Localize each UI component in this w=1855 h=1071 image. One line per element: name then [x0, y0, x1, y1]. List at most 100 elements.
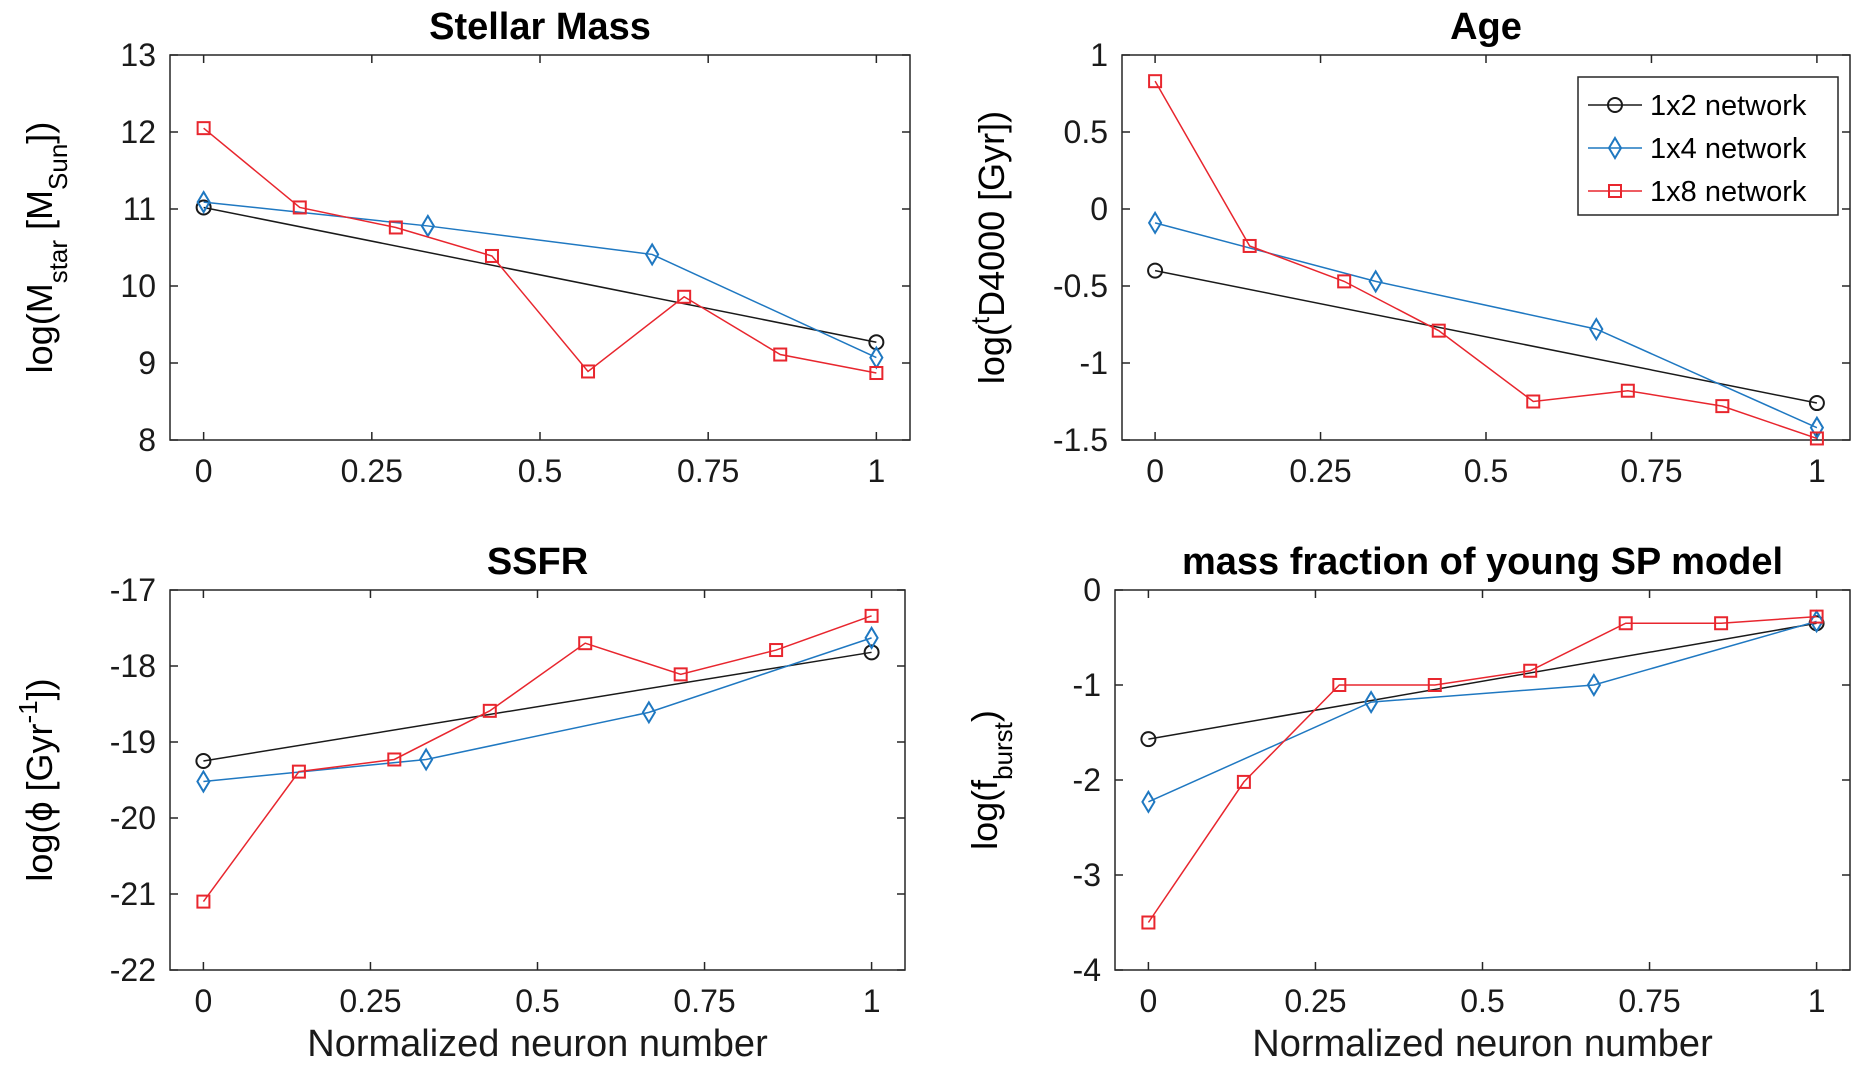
- x-tick-label: 0: [1140, 983, 1158, 1019]
- data-point: [196, 190, 211, 215]
- x-tick-label: 0.75: [673, 983, 735, 1019]
- x-tick-label: 0: [195, 453, 213, 489]
- data-point: [581, 364, 596, 379]
- series-line: [203, 206, 877, 343]
- data-point: [1141, 789, 1156, 814]
- data-point: [291, 764, 306, 779]
- y-tick-label: 10: [120, 268, 156, 304]
- data-point: [644, 242, 660, 267]
- y-tick-label: -22: [110, 952, 156, 988]
- y-tick-label: -0.5: [1053, 268, 1108, 304]
- data-point: [677, 289, 692, 304]
- x-axis-label: Normalized neuron number: [307, 1023, 768, 1065]
- series-1x8-network: [196, 608, 879, 909]
- x-tick-label: 0.75: [1618, 983, 1680, 1019]
- data-point: [1363, 690, 1379, 715]
- x-axis-label: Normalized neuron number: [1252, 1023, 1713, 1065]
- y-tick-label: -19: [110, 724, 156, 760]
- data-point: [1809, 609, 1824, 634]
- x-tick-label: 0.25: [339, 983, 401, 1019]
- legend-marker: [1608, 184, 1622, 198]
- legend: 1x2 network 1x4 network 1x8 network: [1577, 76, 1839, 216]
- data-point: [196, 894, 211, 909]
- data-point: [1236, 774, 1251, 789]
- data-point: [484, 248, 499, 263]
- chart-title: mass fraction of young SP model: [1182, 541, 1783, 583]
- series-line: [1148, 622, 1817, 740]
- x-tick-label: 0.5: [515, 983, 559, 1019]
- data-point: [1809, 431, 1824, 446]
- series-line: [1147, 615, 1817, 923]
- data-point: [863, 644, 880, 661]
- x-tick-label: 0.5: [1464, 453, 1508, 489]
- y-tick-label: 0: [1083, 572, 1101, 608]
- y-tick-label: -20: [110, 800, 156, 836]
- data-point: [1337, 274, 1352, 289]
- x-tick-label: 0.5: [518, 453, 562, 489]
- y-tick-label: -1: [1080, 345, 1108, 381]
- data-point: [420, 213, 436, 238]
- data-point: [388, 220, 403, 235]
- data-point: [869, 366, 884, 381]
- x-tick-label: 1: [863, 983, 881, 1019]
- data-point: [1147, 262, 1164, 279]
- y-tick-label: 0.5: [1064, 114, 1108, 150]
- data-point: [196, 769, 211, 794]
- series-1x4-network: [196, 625, 879, 794]
- legend-entry: 1x8 network: [1650, 176, 1807, 208]
- series-1x2-network: [195, 199, 885, 351]
- y-axis-label: log(tD4000 [Gyr]): [965, 111, 1012, 384]
- data-point: [1427, 678, 1442, 692]
- data-point: [292, 200, 307, 215]
- legend-marker: [1607, 136, 1623, 160]
- legend-entry: 1x2 network: [1650, 90, 1807, 122]
- y-tick-label: 9: [138, 345, 156, 381]
- data-point: [418, 747, 434, 772]
- y-tick-label: 11: [123, 191, 156, 227]
- chart-title: Stellar Mass: [429, 6, 651, 48]
- x-tick-label: 0.75: [1620, 453, 1682, 489]
- y-tick-label: -4: [1073, 952, 1101, 988]
- y-tick-label: 1: [1090, 37, 1108, 73]
- data-point: [1715, 399, 1730, 414]
- plot-area: [1114, 589, 1851, 971]
- series-1x4-network: [1141, 609, 1824, 814]
- legend-entry: 1x4 network: [1650, 133, 1807, 165]
- data-point: [1147, 210, 1163, 235]
- y-tick-label: 12: [120, 114, 156, 150]
- series-line: [203, 651, 872, 762]
- plot-area: [169, 54, 911, 441]
- data-point: [1589, 317, 1604, 342]
- x-tick-label: 1: [1808, 983, 1826, 1019]
- data-point: [1714, 616, 1729, 631]
- series-1x2-network: [1147, 262, 1825, 412]
- series-line: [1154, 269, 1818, 404]
- series-1x8-network: [196, 121, 884, 381]
- series-line: [203, 201, 877, 359]
- data-point: [195, 753, 212, 769]
- series-line: [203, 637, 872, 783]
- series-line: [1148, 620, 1817, 803]
- series-line: [203, 127, 877, 374]
- series-line: [202, 615, 872, 903]
- data-point: [1141, 915, 1156, 930]
- y-tick-label: 0: [1090, 191, 1108, 227]
- data-point: [1808, 395, 1825, 412]
- data-point: [1586, 673, 1602, 697]
- x-tick-label: 0.25: [341, 453, 403, 489]
- data-point: [195, 199, 212, 216]
- y-tick-label: 13: [120, 37, 156, 73]
- data-point: [864, 608, 879, 623]
- data-point: [1148, 74, 1163, 89]
- x-tick-label: 0: [195, 983, 213, 1019]
- y-axis-label: log(Mstar [MSun]): [19, 122, 73, 374]
- data-point: [482, 703, 497, 718]
- y-tick-label: -1.5: [1053, 422, 1108, 458]
- chart-panel-4: 0 0.25 0.5 0.75 1 -4 -3 -2 -1 0 mass fraction of y…: [964, 541, 1851, 1065]
- x-tick-label: 1: [867, 453, 885, 489]
- series-line: [1154, 80, 1818, 440]
- data-point: [1242, 238, 1257, 253]
- data-point: [578, 636, 593, 651]
- y-tick-label: -1: [1073, 667, 1101, 703]
